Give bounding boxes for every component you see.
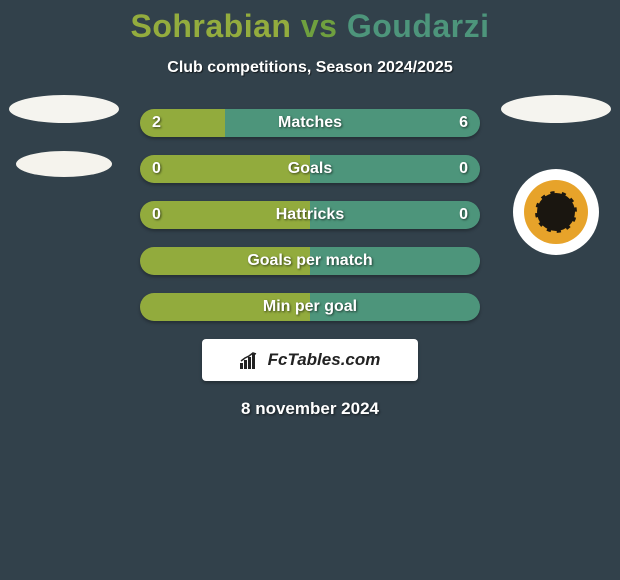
stat-bar: Goals per match: [140, 247, 480, 275]
bar-label: Hattricks: [140, 201, 480, 229]
player-left-avatar-col: [4, 95, 124, 177]
bar-label: Min per goal: [140, 293, 480, 321]
page-title: Sohrabian vs Goudarzi: [0, 0, 620, 45]
subtitle: Club competitions, Season 2024/2025: [0, 59, 620, 77]
stat-bar: 00Hattricks: [140, 201, 480, 229]
stat-bar: 00Goals: [140, 155, 480, 183]
watermark-text: FcTables.com: [268, 350, 381, 370]
avatar-placeholder-icon: [9, 95, 119, 123]
bar-label: Matches: [140, 109, 480, 137]
title-player-right: Goudarzi: [347, 8, 490, 44]
bar-label: Goals: [140, 155, 480, 183]
player-right-avatar-col: [496, 95, 616, 255]
chart-icon: [240, 351, 262, 369]
club-placeholder-icon: [16, 151, 112, 177]
watermark: FcTables.com: [202, 339, 418, 381]
bar-label: Goals per match: [140, 247, 480, 275]
date-label: 8 november 2024: [0, 399, 620, 419]
comparison-bars: 26Matches 00Goals 00Hattricks Goals per mat…: [140, 109, 480, 321]
title-vs: vs: [301, 8, 338, 44]
avatar-placeholder-icon: [501, 95, 611, 123]
comparison-section: 26Matches 00Goals 00Hattricks Goals per mat…: [0, 109, 620, 321]
stat-bar: Min per goal: [140, 293, 480, 321]
stat-bar: 26Matches: [140, 109, 480, 137]
club-badge-icon: [513, 169, 599, 255]
title-player-left: Sohrabian: [130, 8, 291, 44]
